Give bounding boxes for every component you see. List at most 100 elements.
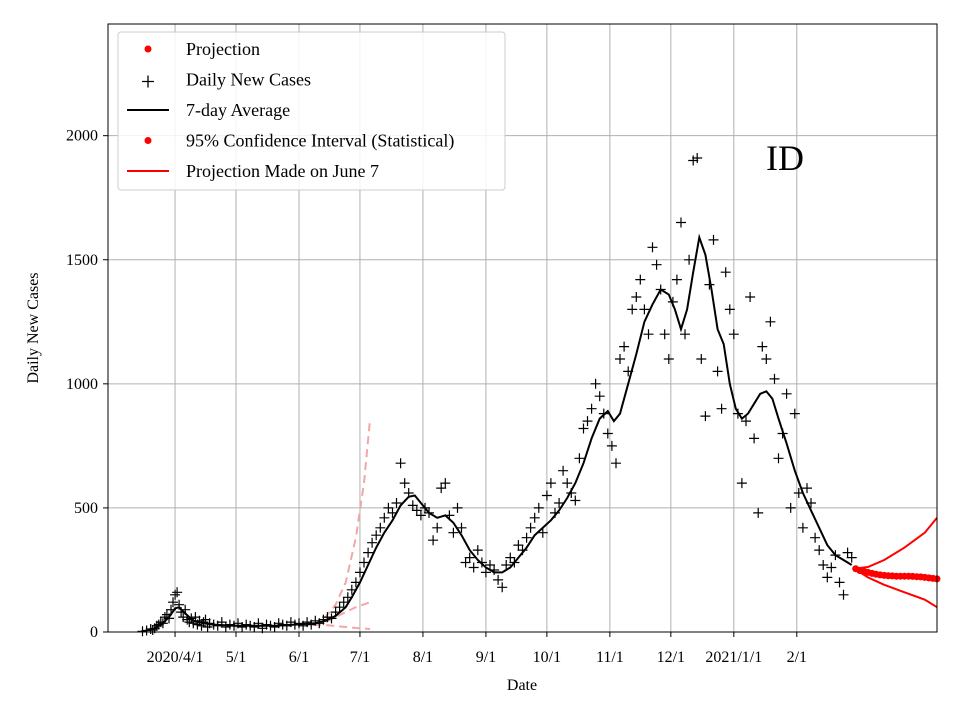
daily-cases-point bbox=[537, 527, 548, 538]
daily-cases-point bbox=[639, 304, 650, 315]
x-tick-label: 2021/1/1 bbox=[705, 649, 762, 666]
daily-cases-point bbox=[456, 522, 467, 533]
daily-cases-point bbox=[728, 329, 739, 340]
daily-cases-point bbox=[485, 560, 495, 570]
daily-cases-point bbox=[436, 483, 447, 494]
daily-cases-point bbox=[773, 453, 784, 464]
daily-cases-point bbox=[769, 373, 780, 384]
daily-cases-point bbox=[826, 562, 837, 573]
daily-cases-point bbox=[407, 500, 418, 511]
x-tick-label: 2/1 bbox=[787, 649, 807, 666]
daily-cases-point bbox=[834, 577, 845, 588]
legend-plus-icon bbox=[142, 75, 154, 88]
x-tick-label: 9/1 bbox=[476, 649, 496, 666]
daily-cases-point bbox=[692, 153, 703, 163]
daily-cases-point bbox=[371, 530, 382, 541]
daily-cases-point bbox=[359, 557, 369, 568]
x-tick-label: 2020/4/1 bbox=[147, 649, 204, 666]
daily-cases-point bbox=[753, 507, 764, 518]
y-tick-label: 0 bbox=[90, 624, 98, 641]
daily-cases-point bbox=[712, 366, 723, 377]
daily-cases-point bbox=[676, 217, 686, 228]
daily-cases-point bbox=[533, 502, 544, 513]
legend-dot-icon bbox=[144, 137, 152, 144]
daily-cases-point bbox=[355, 567, 365, 578]
plot-frame bbox=[107, 23, 938, 633]
daily-cases-point bbox=[460, 557, 471, 568]
daily-cases-point bbox=[379, 512, 390, 523]
daily-cases-point bbox=[671, 274, 682, 285]
daily-cases-point bbox=[480, 567, 491, 578]
daily-cases-point bbox=[399, 478, 410, 489]
daily-cases-point bbox=[611, 458, 621, 469]
y-tick-label: 1000 bbox=[66, 376, 98, 393]
daily-cases-point bbox=[574, 453, 585, 464]
daily-cases-point bbox=[700, 411, 711, 422]
daily-cases-point bbox=[170, 589, 181, 600]
y-tick-label: 1500 bbox=[66, 252, 98, 269]
daily-cases-point bbox=[757, 341, 768, 352]
daily-cases-point bbox=[529, 512, 540, 523]
daily-cases-point bbox=[846, 552, 857, 563]
legend-label: Projection bbox=[186, 39, 260, 59]
daily-cases-point bbox=[452, 502, 463, 513]
daily-cases-point bbox=[395, 458, 406, 469]
daily-cases-point bbox=[684, 254, 695, 265]
legend-label: Projection Made on June 7 bbox=[186, 161, 379, 181]
x-tick-label: 10/1 bbox=[533, 649, 561, 666]
daily-cases-point bbox=[505, 552, 516, 563]
june7-projection-line bbox=[312, 601, 371, 626]
daily-cases-point bbox=[688, 155, 699, 166]
daily-cases-point bbox=[541, 490, 552, 501]
june7-projection-line bbox=[313, 623, 371, 630]
daily-cases-point bbox=[716, 403, 727, 414]
daily-cases-point bbox=[663, 354, 674, 364]
daily-cases-point bbox=[472, 545, 483, 556]
daily-cases-point bbox=[363, 547, 374, 558]
daily-cases-point bbox=[273, 618, 284, 629]
daily-cases-point bbox=[237, 622, 248, 632]
daily-cases-point bbox=[545, 478, 556, 489]
daily-cases-point bbox=[464, 552, 475, 563]
daily-cases-point bbox=[383, 502, 394, 513]
daily-cases-point bbox=[493, 574, 504, 585]
daily-cases-point bbox=[789, 408, 800, 419]
legend-dot-icon bbox=[144, 45, 152, 53]
legend-label: Daily New Cases bbox=[186, 70, 311, 90]
daily-cases-point bbox=[749, 433, 760, 444]
daily-cases-point bbox=[440, 478, 451, 489]
x-tick-label: 11/1 bbox=[596, 649, 624, 666]
daily-cases-point bbox=[842, 547, 853, 558]
region-label: ID bbox=[766, 138, 804, 178]
daily-cases-point bbox=[338, 597, 349, 608]
daily-cases-point bbox=[818, 560, 829, 570]
daily-cases-point bbox=[570, 495, 581, 506]
daily-cases-point bbox=[261, 619, 272, 630]
daily-cases-point bbox=[696, 354, 707, 364]
daily-cases-point bbox=[168, 597, 178, 608]
daily-cases-point bbox=[736, 478, 747, 489]
daily-cases-point bbox=[643, 329, 654, 340]
daily-cases-point bbox=[822, 572, 833, 583]
daily-cases-point bbox=[590, 378, 601, 389]
daily-cases-point bbox=[741, 416, 751, 427]
confidence-upper-line bbox=[855, 517, 938, 570]
daily-cases-point bbox=[172, 587, 183, 598]
daily-cases-point bbox=[594, 391, 605, 402]
daily-cases-point bbox=[724, 304, 735, 315]
daily-cases-point bbox=[448, 527, 459, 538]
daily-cases-point bbox=[635, 274, 646, 285]
x-tick-label: 6/1 bbox=[289, 649, 309, 666]
x-axis-label: Date bbox=[507, 677, 537, 694]
daily-cases-point bbox=[745, 292, 756, 302]
daily-cases-point bbox=[220, 622, 231, 632]
daily-cases-point bbox=[631, 292, 642, 302]
daily-cases-point bbox=[586, 403, 597, 414]
daily-cases-point bbox=[497, 582, 508, 593]
daily-cases-point bbox=[558, 465, 569, 476]
daily-cases-point bbox=[606, 440, 617, 451]
ticks: 2020/4/1 5/1 6/1 7/1 8/1 9/1 10/1 11/1 12/1 2021/… bbox=[66, 128, 807, 666]
x-tick-label: 8/1 bbox=[413, 649, 433, 666]
daily-cases-point bbox=[720, 267, 731, 278]
